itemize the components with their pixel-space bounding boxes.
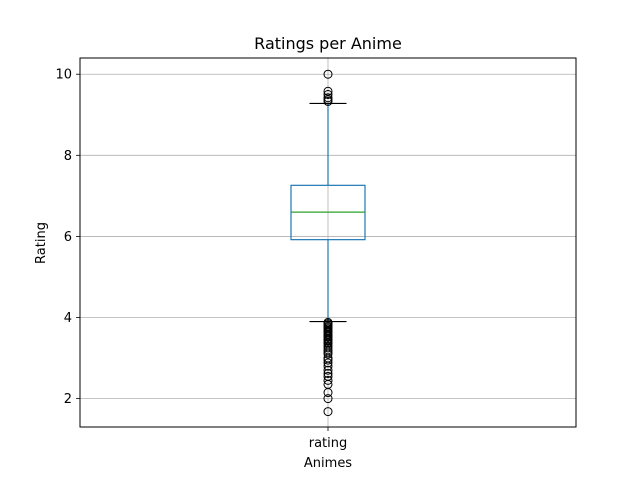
outlier-point-3 [323, 89, 333, 99]
y-axis-label: Rating [34, 222, 49, 264]
outlier-point-38 [323, 394, 333, 404]
y-ticks: 2 4 6 8 10 [55, 68, 80, 407]
chart-title: Ratings per Anime [254, 34, 402, 53]
outlier-point-31 [323, 361, 333, 371]
plot-frame [79, 57, 577, 428]
x-ticks: rating [309, 427, 348, 451]
y-tick-label-4: 10 [55, 68, 72, 83]
outlier-point-39 [323, 407, 333, 417]
outlier-point-2 [323, 93, 333, 103]
outlier-point-35 [323, 375, 333, 385]
outlier-point-5 [323, 69, 333, 79]
box-marks [290, 69, 366, 417]
x-axis-label: Animes [304, 456, 352, 471]
outlier-point-32 [323, 365, 333, 375]
outlier-point-4 [323, 86, 333, 96]
x-tick-label-0: rating [309, 436, 348, 451]
outlier-point-30 [323, 358, 333, 368]
outlier-point-27 [323, 349, 333, 359]
y-tick-label-2: 6 [64, 230, 72, 245]
y-tick-label-1: 4 [64, 311, 72, 326]
outlier-point-37 [323, 388, 333, 398]
outlier-point-29 [323, 355, 333, 365]
y-tick-label-3: 8 [64, 149, 72, 164]
y-tick-label-0: 2 [64, 392, 72, 407]
outlier-point-33 [323, 368, 333, 378]
